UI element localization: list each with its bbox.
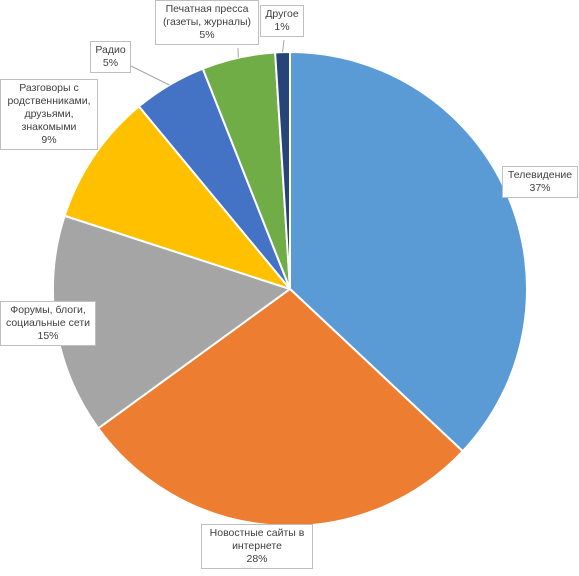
data-label-percent: 5% bbox=[102, 57, 119, 69]
data-label-category: Радио bbox=[95, 44, 126, 56]
leader-line-radio bbox=[130, 65, 170, 86]
leader-lines bbox=[130, 39, 285, 86]
pie-slice-conversations bbox=[63, 105, 291, 290]
data-label-percent: 15% bbox=[37, 330, 59, 342]
data-label-television: Телевидение 37% bbox=[502, 166, 578, 198]
data-label-category: Другое bbox=[265, 8, 299, 20]
data-label-other: Другое 1% bbox=[260, 5, 304, 37]
data-label-category: Разговоры с родственниками, друзьями, зн… bbox=[7, 82, 91, 133]
data-label-percent: 9% bbox=[41, 134, 57, 146]
data-label-percent: 37% bbox=[529, 182, 551, 194]
data-label-forums: Форумы, блоги, социальные сети 15% bbox=[0, 301, 96, 346]
data-label-percent: 28% bbox=[246, 553, 268, 565]
data-label-category: Новостные сайты в интернете bbox=[209, 527, 305, 552]
data-label-conversations: Разговоры с родственниками, друзьями, зн… bbox=[0, 79, 98, 150]
data-label-print-press: Печатная пресса (газеты, журналы) 5% bbox=[155, 0, 259, 45]
pie-slice-other bbox=[274, 51, 291, 290]
pie-slices bbox=[51, 51, 529, 527]
data-label-category: Форумы, блоги, социальные сети bbox=[5, 304, 91, 329]
data-label-radio: Радио 5% bbox=[90, 41, 131, 73]
data-label-percent: 5% bbox=[199, 29, 215, 41]
data-label-percent: 1% bbox=[274, 21, 290, 33]
data-label-news-sites: Новостные сайты в интернете 28% bbox=[201, 524, 313, 569]
data-label-category: Телевидение bbox=[507, 169, 573, 181]
leader-line-other bbox=[282, 39, 285, 53]
data-label-category: Печатная пресса (газеты, журналы) bbox=[162, 3, 252, 28]
